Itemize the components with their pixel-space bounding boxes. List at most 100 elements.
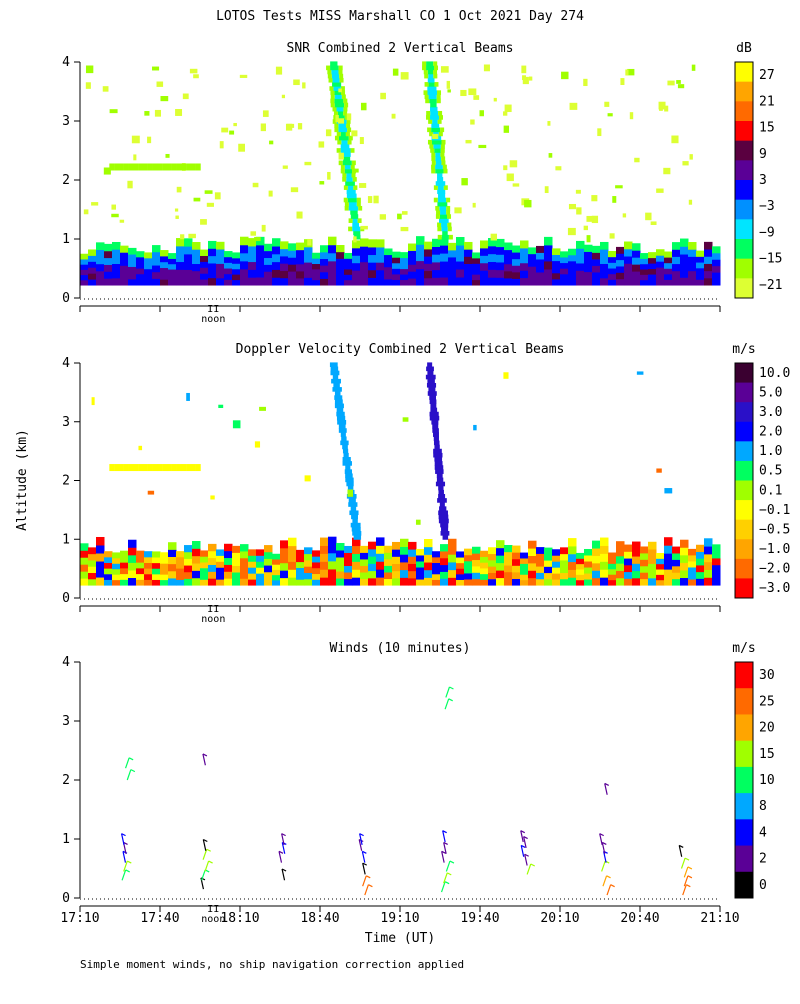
data-cell — [96, 536, 105, 546]
data-cell — [429, 131, 434, 137]
data-cell — [616, 253, 625, 261]
data-cell — [433, 432, 439, 437]
wind-barb — [684, 857, 690, 861]
data-cell — [704, 241, 713, 250]
data-cell — [427, 69, 434, 75]
data-cell — [552, 260, 561, 268]
data-cell — [432, 119, 438, 124]
data-cell — [438, 110, 443, 116]
colorbar-label: −0.5 — [759, 522, 790, 537]
data-cell — [368, 548, 377, 557]
colorbar-label: 4 — [759, 825, 767, 840]
data-cell — [536, 572, 545, 580]
data-cell — [346, 193, 357, 199]
data-cell — [552, 266, 561, 274]
data-cell — [576, 270, 585, 279]
data-cell — [280, 270, 289, 279]
data-cell — [224, 256, 233, 263]
data-cell — [352, 270, 361, 279]
data-cell — [456, 261, 465, 270]
data-cell — [456, 568, 465, 575]
data-cell — [111, 204, 117, 210]
data-cell — [96, 256, 105, 265]
data-cell — [345, 473, 353, 479]
wind-barb — [687, 866, 693, 870]
y-axis-label: Altitude (km) — [15, 429, 30, 531]
data-cell — [432, 133, 439, 140]
data-cell — [416, 244, 425, 253]
data-cell — [104, 278, 113, 286]
data-cell — [696, 250, 705, 257]
data-cell — [560, 279, 569, 286]
data-cell — [504, 256, 513, 265]
data-cell — [536, 559, 545, 567]
data-cell — [88, 261, 97, 268]
data-cell — [352, 218, 358, 223]
data-cell — [350, 148, 355, 153]
data-cell — [352, 226, 361, 232]
data-cell — [422, 61, 427, 67]
data-cell — [512, 245, 521, 253]
data-cell — [640, 565, 649, 573]
data-cell — [470, 119, 475, 125]
data-cell — [496, 570, 505, 579]
data-cell — [346, 119, 351, 124]
data-cell — [341, 90, 346, 95]
data-cell — [280, 540, 289, 549]
data-cell — [658, 101, 666, 110]
data-cell — [175, 215, 179, 219]
data-cell — [342, 177, 347, 182]
data-cell — [96, 569, 105, 578]
data-cell — [400, 577, 409, 586]
data-cell — [437, 119, 442, 124]
data-cell — [200, 556, 209, 563]
data-cell — [430, 403, 437, 409]
data-cell — [568, 545, 577, 555]
data-cell — [464, 249, 473, 257]
data-cell — [351, 130, 358, 137]
data-cell — [568, 278, 577, 286]
wind-barb — [443, 872, 448, 884]
data-cell — [592, 258, 601, 266]
data-cell — [439, 214, 448, 219]
colorbar-segment — [735, 278, 753, 299]
data-cell — [336, 578, 345, 586]
data-cell — [200, 567, 209, 575]
data-cell — [552, 573, 561, 580]
data-cell — [112, 249, 121, 257]
data-cell — [91, 397, 95, 406]
data-cell — [318, 141, 325, 148]
data-cell — [376, 254, 385, 263]
data-cell — [437, 189, 446, 195]
data-cell — [624, 270, 633, 279]
data-cell — [147, 464, 153, 472]
data-cell — [192, 548, 201, 557]
data-cell — [664, 257, 673, 264]
data-cell — [576, 574, 585, 581]
data-cell — [443, 168, 448, 174]
data-cell — [152, 562, 161, 569]
data-cell — [128, 163, 134, 171]
wind-barb — [204, 860, 210, 872]
wind-barb — [361, 851, 366, 863]
data-cell — [293, 79, 300, 86]
data-cell — [488, 238, 497, 247]
data-cell — [166, 464, 172, 472]
data-cell — [88, 273, 97, 280]
data-cell — [338, 160, 343, 166]
data-cell — [456, 245, 465, 254]
data-cell — [351, 172, 356, 178]
colorbar-segment — [735, 793, 753, 820]
data-cell — [344, 164, 351, 170]
wind-barb — [524, 854, 528, 866]
colorbar-label: 3.0 — [759, 405, 782, 420]
data-cell — [456, 253, 465, 262]
data-cell — [608, 256, 617, 263]
data-cell — [120, 556, 129, 563]
data-cell — [334, 135, 339, 141]
data-cell — [272, 261, 281, 270]
data-cell — [440, 550, 449, 559]
data-cell — [104, 257, 113, 265]
data-cell — [608, 273, 617, 280]
data-cell — [680, 261, 689, 271]
